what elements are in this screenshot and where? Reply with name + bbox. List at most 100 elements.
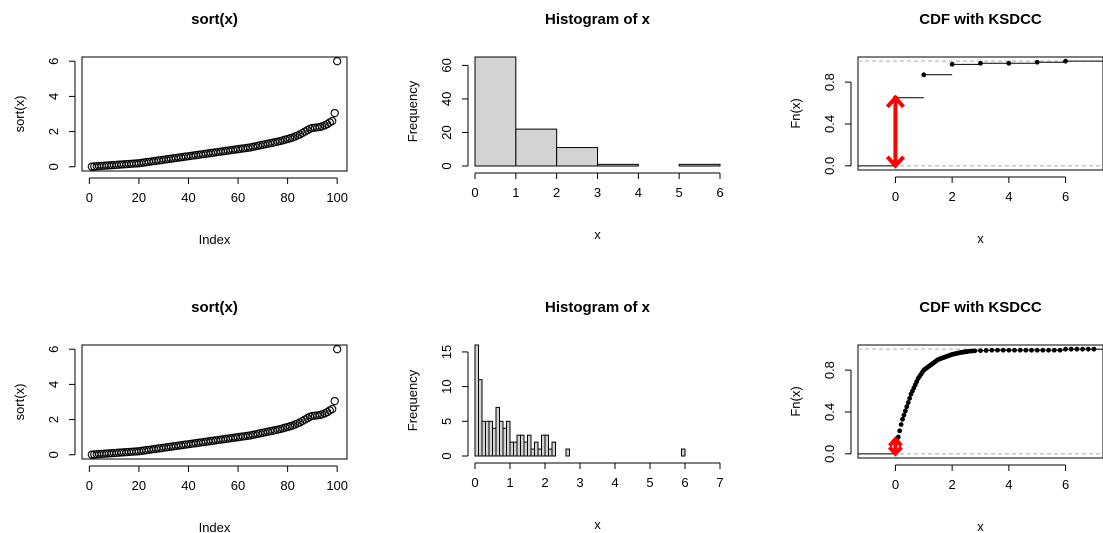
y-tick-label: 6 (46, 346, 61, 353)
histogram-bar (542, 435, 546, 456)
x-tick-label: 5 (676, 185, 683, 200)
step-point (1029, 348, 1034, 353)
histogram-bar (566, 449, 570, 456)
x-tick-label: 4 (635, 185, 642, 200)
histogram-bar (521, 435, 525, 456)
step-point (902, 413, 907, 418)
histogram-bar (507, 421, 511, 456)
x-tick-label: 20 (132, 190, 146, 205)
step-point (1018, 348, 1023, 353)
x-tick-label: 5 (646, 475, 653, 490)
step-point (1086, 347, 1091, 352)
x-tick-label: 0 (471, 185, 478, 200)
step-point (904, 404, 909, 409)
x-tick-label: 7 (716, 475, 723, 490)
histogram-bar (557, 148, 598, 166)
x-tick-label: 4 (1005, 477, 1012, 492)
x-tick-label: 1 (512, 185, 519, 200)
data-point (334, 58, 341, 65)
y-axis-label: Frequency (405, 80, 420, 142)
histogram-bar (510, 442, 514, 456)
x-tick-label: 4 (611, 475, 618, 490)
data-point (334, 346, 341, 353)
chart-title: sort(x) (191, 11, 238, 28)
x-tick-label: 20 (132, 478, 146, 493)
histogram-bar (531, 449, 535, 456)
step-point (1063, 59, 1068, 64)
chart-title: sort(x) (191, 299, 238, 316)
y-tick-label: 40 (439, 92, 454, 106)
histogram-bar (552, 442, 556, 456)
x-tick-label: 6 (1062, 189, 1069, 204)
panel-2: Histogram of xxFrequency0 1 2 3 4 5 60204060 (405, 11, 724, 242)
step-point (899, 422, 904, 427)
y-tick-label: 0.0 (822, 157, 837, 175)
step-point (907, 396, 912, 401)
histogram-bar (496, 407, 500, 456)
step-point (1006, 61, 1011, 66)
y-axis-label: Frequency (405, 369, 420, 431)
y-tick-label: 0.4 (822, 403, 837, 421)
y-axis-label: Fn(x) (788, 98, 803, 128)
data-point (331, 110, 338, 117)
panel-3: CDF with KSDCCxFn(x)0 2 4 60.00.40.8 (788, 11, 1103, 246)
x-axis-label: Index (199, 232, 231, 247)
y-tick-label: 10 (439, 379, 454, 393)
step-point (1012, 348, 1017, 353)
x-tick-label: 40 (181, 478, 195, 493)
x-tick-label: 0 (471, 475, 478, 490)
x-tick-label: 60 (231, 190, 245, 205)
x-tick-label: 0 (892, 477, 899, 492)
y-tick-label: 0.4 (822, 115, 837, 133)
step-point (950, 62, 955, 67)
histogram-bar (545, 435, 549, 456)
step-point (921, 72, 926, 77)
y-tick-label: 0.8 (822, 361, 837, 379)
x-axis-label: x (977, 519, 984, 533)
x-tick-label: 4 (1005, 189, 1012, 204)
x-tick-label: 6 (716, 185, 723, 200)
panel-4: sort(x) Index sort(x) 0 20 40 60 80 100 0 2 4 6 (12, 299, 348, 533)
x-tick-label: 0 (86, 478, 93, 493)
x-tick-label: 3 (594, 185, 601, 200)
chart-title: CDF with KSDCC (919, 299, 1042, 316)
step-point (1023, 348, 1028, 353)
x-tick-label: 1 (506, 475, 513, 490)
x-tick-label: 2 (541, 475, 548, 490)
step-point (906, 400, 911, 405)
x-tick-label: 100 (326, 190, 348, 205)
histogram-bar (535, 442, 539, 456)
x-axis-label: x (594, 227, 601, 242)
panel-6: CDF with KSDCC x Fn(x) 0 2 4 6 0.0 0.4 0.8 (788, 299, 1103, 533)
histogram-bar (486, 421, 490, 456)
histogram-bar (500, 421, 504, 456)
step-point (1052, 348, 1057, 353)
histogram-bar (682, 449, 686, 456)
y-axis-label: sort(x) (12, 96, 27, 133)
panel-1: sort(x) Index sort(x) 0 20 40 60 80 100 0 2 4 6 (12, 11, 348, 247)
x-tick-label: 6 (681, 475, 688, 490)
x-tick-label: 2 (949, 477, 956, 492)
histogram-bar (475, 57, 516, 166)
histogram-bar (538, 449, 542, 456)
step-point (984, 348, 989, 353)
histogram-bar (679, 164, 720, 166)
histogram-bar (528, 435, 532, 456)
x-tick-label: 0 (86, 190, 93, 205)
x-tick-label: 2 (949, 189, 956, 204)
y-tick-label: 2 (46, 128, 61, 135)
x-axis-label: Index (199, 520, 231, 533)
chart-title: Histogram of x (545, 11, 651, 28)
y-tick-label: 20 (439, 125, 454, 139)
step-point (1080, 347, 1085, 352)
step-point (1035, 348, 1040, 353)
y-tick-label: 0.8 (822, 73, 837, 91)
histogram-bar (475, 345, 479, 456)
x-tick-label: 80 (280, 190, 294, 205)
x-axis-label: x (594, 517, 601, 532)
step-point (1092, 347, 1097, 352)
chart-title: Histogram of x (545, 299, 651, 316)
x-tick-label: 60 (231, 478, 245, 493)
step-point (1040, 348, 1045, 353)
